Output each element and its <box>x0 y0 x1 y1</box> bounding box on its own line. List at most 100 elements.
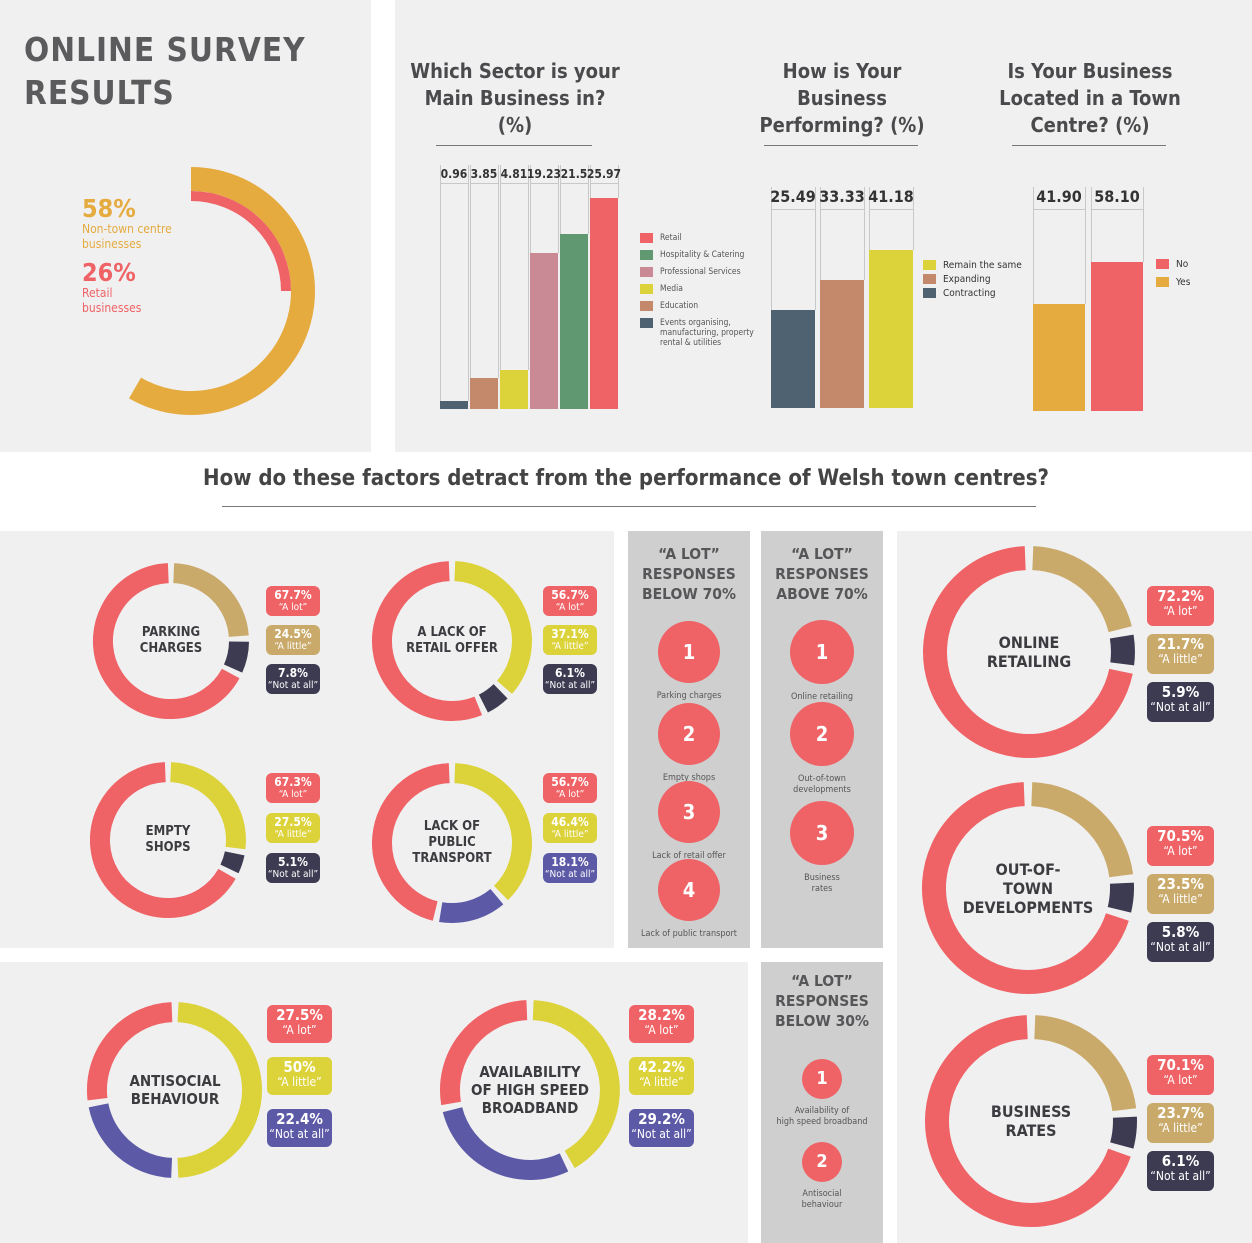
parking-value-tag: 7.8% “Not at all” <box>266 664 320 694</box>
towncentre-legend-label: Yes <box>1176 277 1191 288</box>
above70-heading: “A LOT” RESPONSES ABOVE 70% <box>761 544 883 604</box>
broadband-value-tag: 28.2% “A lot” <box>629 1005 694 1043</box>
below70-rank-label: Parking charges <box>628 691 750 702</box>
performance-bar-value: 25.49 <box>770 187 816 206</box>
sector-guide-left <box>530 165 531 253</box>
empty-donut-segment <box>90 762 236 919</box>
retail_offer-donut-segment <box>371 561 483 722</box>
sector-bar-value: 4.81 <box>500 167 528 181</box>
empty-value-tag: 5.1% “Not at all” <box>266 853 320 883</box>
performance-legend-swatch <box>923 288 936 298</box>
empty-value-answer: “Not at all” <box>267 869 319 880</box>
sector-guide-left <box>470 165 471 378</box>
transport-donut-label-line: TRANSPORT <box>412 851 492 866</box>
retail_offer-value-percent: 37.1% <box>551 627 589 641</box>
empty-value-tag: 67.3% “A lot” <box>266 773 320 803</box>
empty-value-tag: 27.5% “A little” <box>266 813 320 843</box>
outoftown-value-tag: 5.8% “Not at all” <box>1147 922 1214 962</box>
parking-value-answer: “A lot” <box>278 602 308 613</box>
broadband-value-answer: “A lot” <box>644 1023 679 1037</box>
parking-donut-segment <box>92 563 240 720</box>
online-value-tag: 5.9% “Not at all” <box>1147 682 1214 722</box>
parking-donut-segment <box>172 563 249 638</box>
outoftown-donut-segment <box>1107 882 1134 913</box>
outoftown-donut-segment <box>921 782 1129 994</box>
antisocial-donut-label-line: BEHAVIOUR <box>130 1090 220 1108</box>
performance-chart-title: How is Your Business Performing? (%) <box>759 59 925 137</box>
parking-value-answer: “Not at all” <box>267 680 319 691</box>
retail_offer-value-answer: “A lot” <box>555 602 585 613</box>
broadband-donut-segment <box>442 1106 569 1180</box>
sector-guide-top <box>530 183 558 184</box>
donut-section-heading: How do these factors detract from the pe… <box>203 466 1049 491</box>
antisocial-value-percent: 50% <box>283 1058 316 1076</box>
above70-rank-circle: 1 <box>790 620 854 684</box>
donuts-panel-bottom <box>0 962 748 1243</box>
performance-guide-right <box>864 187 865 281</box>
stat-retail-label: Retail businesses <box>82 286 141 316</box>
sector-title-rule <box>436 145 592 146</box>
rates-donut-segment <box>925 1015 1131 1227</box>
retail_offer-value-answer: “A little” <box>551 641 589 652</box>
page-title-line2: RESULTS <box>24 73 175 112</box>
antisocial-donut-label-line: ANTISOCIAL <box>129 1072 221 1090</box>
sector-legend-label: Professional Services <box>660 267 741 277</box>
below30-rank-label-line1: Availability of <box>794 1106 850 1116</box>
sector-bar <box>440 401 468 409</box>
online-donut-segment <box>1109 634 1135 666</box>
rates-donut-label: BUSINESS RATES <box>956 1102 1106 1140</box>
performance-guide-right <box>815 187 816 311</box>
outoftown-value-answer: “Not at all” <box>1150 940 1211 954</box>
rates-value-tag: 70.1% “A lot” <box>1147 1055 1214 1095</box>
towncentre-guide-top <box>1091 209 1143 210</box>
antisocial-value-percent: 22.4% <box>276 1110 323 1128</box>
retail_offer-value-percent: 6.1% <box>555 666 585 680</box>
online-value-percent: 21.7% <box>1157 635 1204 653</box>
performance-legend-label: Expanding <box>943 274 991 285</box>
rates-donut-segment <box>1110 1116 1137 1149</box>
performance-guide-left <box>820 187 821 281</box>
broadband-donut-label-line: BROADBAND <box>481 1099 579 1117</box>
below70-rank-circle: 1 <box>658 621 720 683</box>
retail_offer-value-tag: 56.7% “A lot” <box>543 586 597 616</box>
outoftown-value-percent: 70.5% <box>1157 827 1204 845</box>
empty-value-percent: 5.1% <box>278 855 308 869</box>
rates-donut-label-line: BUSINESS <box>990 1102 1072 1121</box>
below70-heading-line2: RESPONSES <box>642 565 736 583</box>
sector-legend-swatch <box>640 318 653 328</box>
sector-guide-top <box>560 183 588 184</box>
rates-value-percent: 6.1% <box>1161 1152 1200 1170</box>
stat-non-town-value: 58% <box>82 194 136 223</box>
below70-rank-label-line1: Parking charges <box>656 691 722 701</box>
antisocial-value-percent: 27.5% <box>276 1006 323 1024</box>
towncentre-guide-right <box>1085 187 1086 304</box>
sector-guide-top <box>590 183 618 184</box>
above70-heading-line2: RESPONSES <box>775 565 869 583</box>
below30-rank-label: Antisocial behaviour <box>761 1189 883 1211</box>
retail_offer-value-percent: 56.7% <box>551 588 589 602</box>
online-value-tag: 21.7% “A little” <box>1147 634 1214 674</box>
performance-legend-swatch <box>923 260 936 270</box>
outoftown-donut-segment <box>1030 782 1134 878</box>
non-town-centre-arc <box>129 167 315 415</box>
empty-value-percent: 27.5% <box>274 815 312 829</box>
parking-donut-segment <box>223 641 249 673</box>
rates-value-percent: 70.1% <box>1157 1056 1204 1074</box>
transport-donut-label-line: PUBLIC <box>428 835 476 850</box>
towncentre-guide-right <box>1143 187 1144 262</box>
stat-retail-value: 26% <box>82 258 136 287</box>
outoftown-donut-label-line: DEVELOPMENTS <box>962 897 1094 917</box>
online-donut-label: ONLINE RETAILING <box>954 633 1104 671</box>
antisocial-value-answer: “A lot” <box>282 1023 317 1037</box>
sector-legend-label: Hospitality & Catering <box>660 250 745 260</box>
broadband-value-percent: 29.2% <box>638 1110 685 1128</box>
sector-guide-top <box>470 183 498 184</box>
below70-rank-label-line1: Lack of public transport <box>641 929 737 939</box>
performance-legend-label: Remain the same <box>943 260 1022 271</box>
retail-arc <box>190 191 291 292</box>
transport-value-tag: 18.1% “Not at all” <box>543 853 597 883</box>
below30-rank-circle: 2 <box>802 1142 842 1182</box>
below70-rank-label: Lack of public transport <box>628 929 750 940</box>
antisocial-donut-label: ANTISOCIAL BEHAVIOUR <box>100 1072 250 1108</box>
performance-bar <box>869 250 913 408</box>
